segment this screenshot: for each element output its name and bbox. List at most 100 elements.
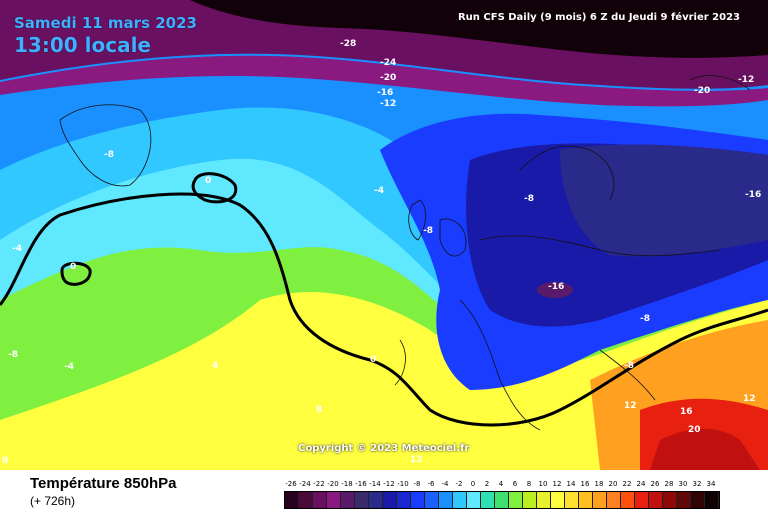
legend-label: -18 [341, 480, 353, 488]
legend-label: -24 [299, 480, 311, 488]
isotherm-label: -4 [64, 362, 74, 372]
isotherm-label: -12 [738, 75, 754, 85]
legend-swatch [551, 492, 565, 508]
legend-label: 16 [580, 480, 590, 488]
isotherm-label: -8 [640, 314, 650, 324]
isotherm-label: -16 [745, 190, 761, 200]
isotherm-label: -4 [12, 244, 22, 254]
zero-isotherm-loop [191, 172, 238, 204]
temperature-map: -28 -24 -20 -16 -12 -12 -20 -16 -8 0 -4 … [0, 0, 768, 470]
legend-label: 22 [622, 480, 632, 488]
isotherm-label: -16 [548, 282, 564, 292]
legend-label: 26 [650, 480, 660, 488]
legend-label: 12 [552, 480, 562, 488]
footer-bar: Température 850hPa (+ 726h) -26 -24 -22 -20… [0, 470, 768, 512]
legend-swatch [397, 492, 411, 508]
zone-darkred [650, 428, 760, 470]
isotherm-label: 0 [370, 355, 376, 365]
legend-label: 8 [526, 480, 532, 488]
isotherm-label: -16 [377, 88, 393, 98]
legend-swatch [705, 492, 719, 508]
variable-title: Température 850hPa [30, 475, 177, 492]
isotherm-label: -8 [524, 194, 534, 204]
isotherm-label: -20 [380, 73, 396, 83]
zero-isotherm [0, 192, 768, 427]
legend-label: -26 [285, 480, 297, 488]
legend-swatch [341, 492, 355, 508]
zone-magenta [0, 55, 768, 107]
isotherm-label: 20 [688, 425, 701, 435]
legend-label: -16 [355, 480, 367, 488]
legend-label: 30 [678, 480, 688, 488]
isotherm-label: -4 [374, 186, 384, 196]
legend-swatch [453, 492, 467, 508]
legend-label: -4 [441, 480, 449, 488]
legend-swatch [425, 492, 439, 508]
isotherm-label: -24 [380, 58, 396, 68]
legend-label: -8 [413, 480, 421, 488]
zone-warm-pocket [537, 282, 573, 298]
legend-swatch [663, 492, 677, 508]
legend-label: 32 [692, 480, 702, 488]
legend-swatch [621, 492, 635, 508]
legend-swatch [537, 492, 551, 508]
legend-label: 28 [664, 480, 674, 488]
legend-swatch [411, 492, 425, 508]
legend-label: -20 [327, 480, 339, 488]
lead-time: (+ 726h) [30, 494, 76, 508]
isotherm-label: 4 [212, 361, 218, 371]
legend-swatch [383, 492, 397, 508]
legend-swatch [635, 492, 649, 508]
isotherm-label: -8 [423, 226, 433, 236]
isotherm-label: 0 [205, 176, 211, 186]
legend-swatch [593, 492, 607, 508]
forecast-date: Samedi 11 mars 2023 [14, 14, 197, 32]
legend-swatch [299, 492, 313, 508]
legend-label: -14 [369, 480, 381, 488]
zero-isotherm-loop-2 [60, 261, 92, 286]
isotherm-label: -20 [694, 86, 710, 96]
isotherm-label: -8 [624, 361, 634, 371]
zone-navy [560, 144, 768, 257]
legend-swatch [467, 492, 481, 508]
legend-swatch [677, 492, 691, 508]
legend-label: 34 [706, 480, 716, 488]
legend-swatch [313, 492, 327, 508]
legend-swatch [355, 492, 369, 508]
legend-label: -6 [427, 480, 435, 488]
isotherm-label: 8 [316, 405, 322, 415]
legend-label: 10 [538, 480, 548, 488]
isotherm-label: -8 [104, 150, 114, 160]
legend-swatch [439, 492, 453, 508]
model-run-info: Run CFS Daily (9 mois) 6 Z du Jeudi 9 fé… [457, 12, 740, 23]
isotherm-label: 12 [624, 401, 637, 411]
legend-label: 24 [636, 480, 646, 488]
legend-swatch [691, 492, 705, 508]
legend-swatch [523, 492, 537, 508]
copyright-notice: Copyright © 2023 Meteociel.fr [298, 443, 470, 454]
isotherm-label: -28 [340, 39, 356, 49]
legend-swatch [509, 492, 523, 508]
legend-swatch [495, 492, 509, 508]
legend-swatch [607, 492, 621, 508]
legend-label: 18 [594, 480, 604, 488]
isotherm-label: 16 [680, 407, 693, 417]
legend-label: -10 [397, 480, 409, 488]
legend-label: 6 [512, 480, 518, 488]
isotherm-label: 8 [2, 456, 8, 466]
isotherm-label: 0 [70, 262, 76, 272]
isotherm-label: -8 [8, 350, 18, 360]
legend-label: 20 [608, 480, 618, 488]
legend-label: -2 [455, 480, 463, 488]
legend-label: 2 [484, 480, 490, 488]
isotherm-label: 12 [743, 394, 756, 404]
isotherm-label: 12 [410, 455, 423, 465]
legend-swatch [327, 492, 341, 508]
legend-swatch [579, 492, 593, 508]
legend-label: -22 [313, 480, 325, 488]
legend-label: -12 [383, 480, 395, 488]
color-scale-legend [284, 491, 720, 509]
legend-swatch [369, 492, 383, 508]
legend-swatch [565, 492, 579, 508]
